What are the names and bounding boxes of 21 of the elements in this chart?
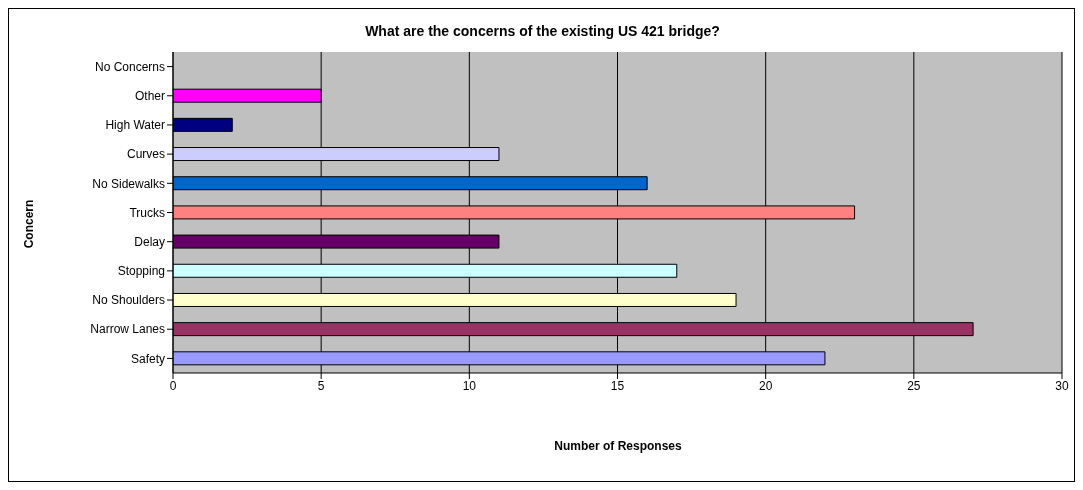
x-tick-label: 20 [758, 378, 773, 393]
y-tick-label: Safety [130, 351, 165, 366]
y-tick-label: Curves [126, 147, 165, 162]
y-axis-title: Concern [22, 199, 36, 249]
x-tick-label: 5 [317, 378, 325, 393]
y-tick-label: Delay [134, 234, 165, 249]
x-tick-label: 0 [169, 378, 177, 393]
y-tick-label: Trucks [129, 205, 165, 220]
chart-title: What are the concerns of the existing US 421 bridge? [364, 23, 721, 39]
y-tick-label: Narrow Lanes [90, 322, 165, 337]
y-tick-label: High Water [105, 118, 165, 133]
x-tick-label: 10 [462, 378, 477, 393]
x-tick-label: 25 [907, 378, 921, 393]
y-tick-label: Stopping [117, 264, 165, 279]
x-tick-label: 15 [610, 378, 625, 393]
y-tick-label: No Shoulders [92, 293, 165, 308]
x-tick-label: 30 [1055, 378, 1069, 393]
x-axis-title: Number of Responses [553, 439, 683, 453]
y-tick-label: No Concerns [94, 59, 165, 74]
y-tick-label: Other [134, 89, 165, 104]
y-tick-label: No Sidewalks [92, 176, 165, 191]
